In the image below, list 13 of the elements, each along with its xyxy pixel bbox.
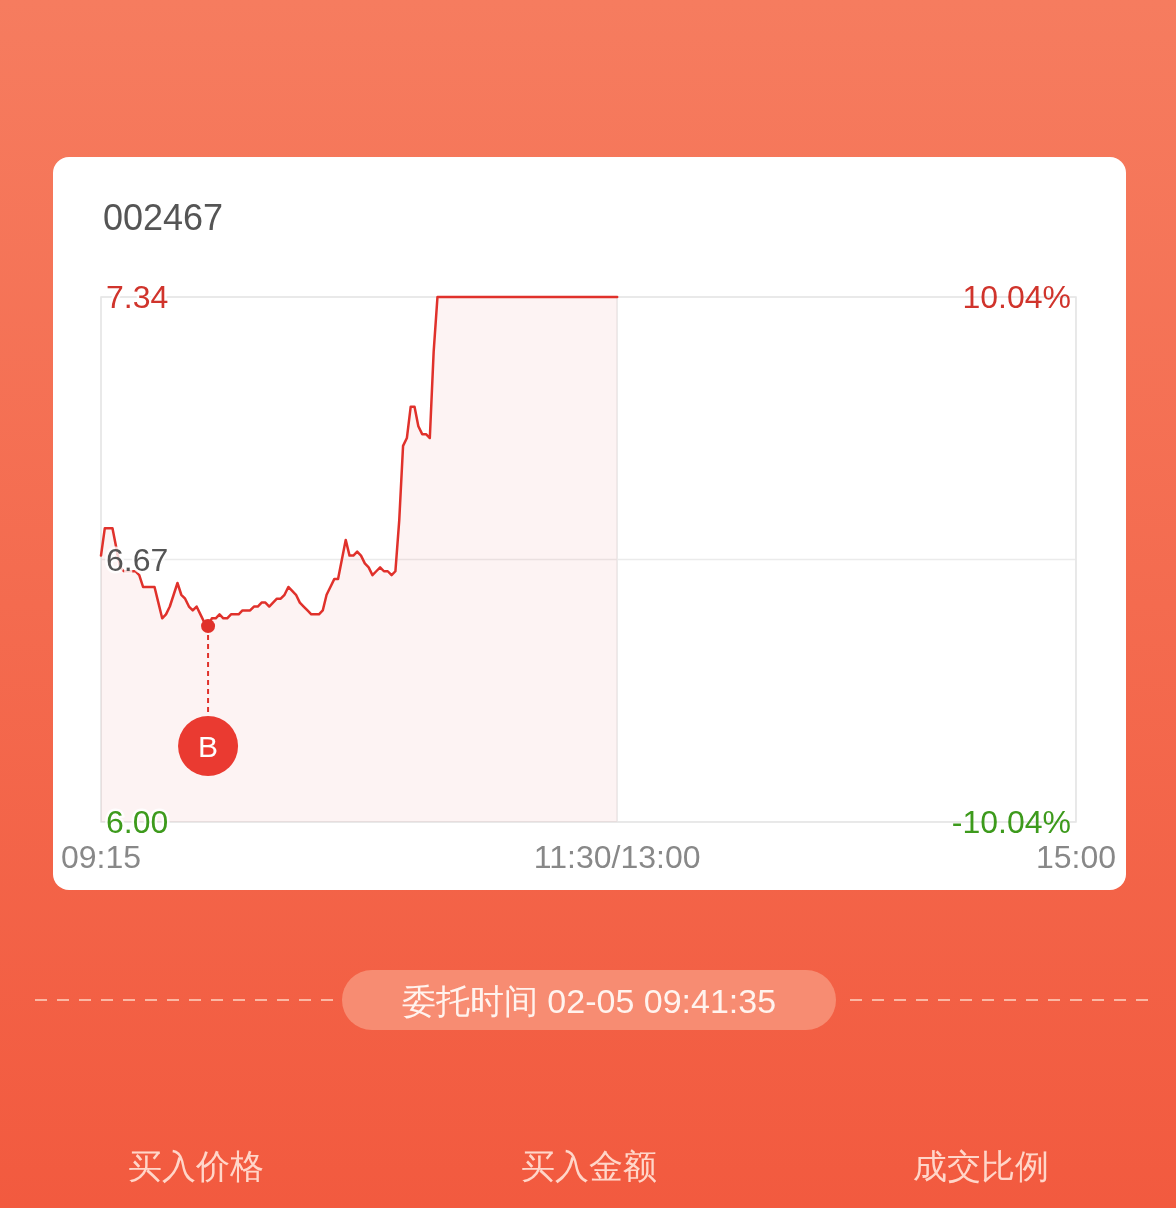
text: 委托时间 02-05 09:41:35 [401,982,777,1020]
text: 买入价格 [128,1147,264,1185]
y2-tick-label: -10.04% [951,804,1071,840]
x-tick-label: 15:00 [1035,839,1117,875]
text: 买入金额 [521,1147,657,1185]
y2-tick-label: 10.04% [962,279,1071,315]
annotation: B [198,730,219,763]
text: 成交比例 [913,1147,1049,1185]
x-tick-label: 09:15 [60,839,142,875]
chart-title: 002467 [103,197,224,238]
x-tick-label: 11:30/13:00 [533,839,701,875]
y-tick-label: 7.34 [106,279,169,315]
y-tick-label: 6.00 [106,804,169,840]
